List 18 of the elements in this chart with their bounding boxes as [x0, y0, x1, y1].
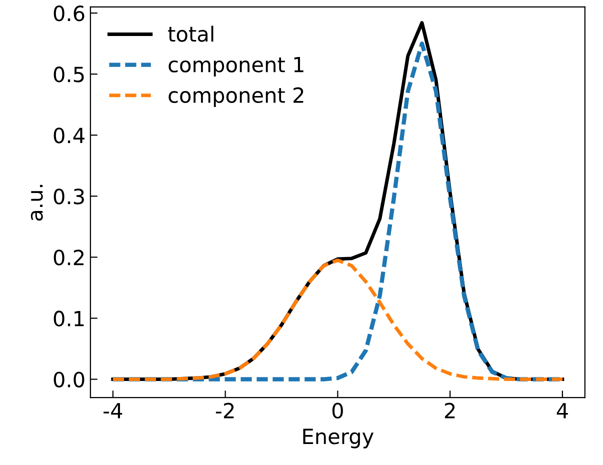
y-tick-label: 0.3	[54, 188, 84, 204]
y-tick-label: 0.6	[54, 6, 84, 22]
y-tick-label: 0.0	[54, 372, 84, 388]
line-series	[111, 258, 564, 381]
legend-label: total	[168, 26, 214, 42]
x-tick-label: 0	[332, 402, 343, 419]
x-axis-title: Energy	[303, 428, 374, 448]
legend-label: component 1	[168, 56, 304, 76]
x-tick-label: 4	[556, 403, 568, 418]
x-tick-label: -4	[104, 403, 122, 418]
y-tick-label: 0.4	[54, 128, 84, 144]
legend-label: component 2	[168, 87, 304, 108]
y-axis-title: a.u.	[30, 184, 43, 221]
x-tick-label: 2	[444, 402, 455, 418]
y-tick-label: 0.1	[54, 310, 84, 326]
x-tick-label: -2	[216, 402, 234, 418]
y-tick-label: 0.2	[54, 250, 84, 266]
y-tick-label: 0.5	[54, 66, 84, 82]
